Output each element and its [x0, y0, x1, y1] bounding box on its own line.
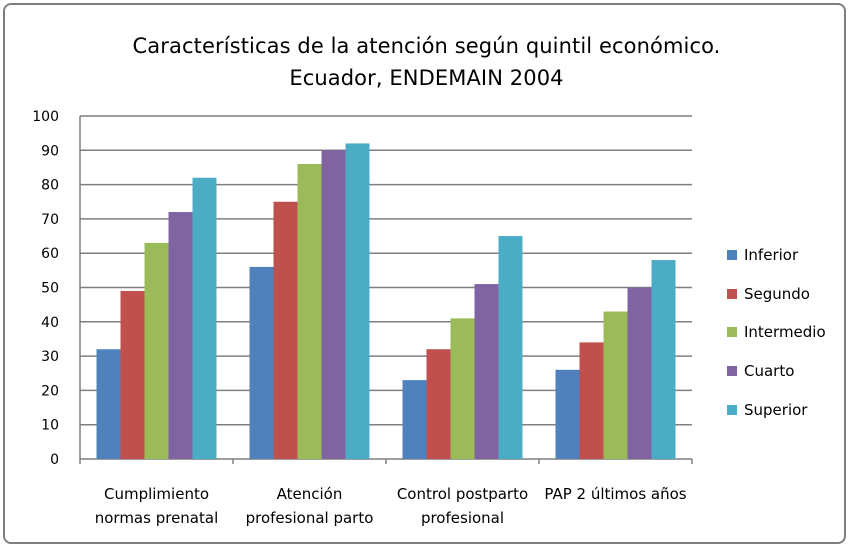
- y-tick-label: 80: [41, 178, 59, 194]
- legend-label-inferior: Inferior: [744, 246, 799, 265]
- bar-segundo: [426, 349, 451, 459]
- legend-label-intermedio: Intermedio: [744, 323, 826, 342]
- legend-swatch-cuarto: [727, 366, 737, 377]
- legend-label-superior: Superior: [744, 400, 808, 419]
- bar-segundo: [120, 290, 145, 459]
- y-tick-label: 0: [50, 452, 59, 468]
- chart-title-line-1: Características de la atención según qui…: [132, 34, 721, 58]
- bar-inferior: [555, 369, 580, 459]
- bar-inferior: [96, 349, 121, 459]
- category-label: profesional parto: [246, 509, 374, 527]
- bar-cuarto: [321, 150, 346, 460]
- legend-swatch-segundo: [727, 288, 737, 299]
- legend-swatch-superior: [727, 404, 737, 415]
- legend-label-cuarto: Cuarto: [744, 362, 795, 381]
- y-tick-label: 60: [41, 246, 59, 262]
- y-tick-label: 30: [41, 349, 59, 365]
- category-label: Cumplimiento: [104, 485, 209, 503]
- bar-segundo: [579, 342, 604, 459]
- bar-cuarto: [474, 284, 499, 459]
- bar-inferior: [402, 380, 427, 459]
- bar-inferior: [249, 266, 274, 459]
- category-label: Control postparto: [397, 485, 528, 503]
- bar-cuarto: [168, 212, 193, 459]
- legend-item-segundo: Segundo: [727, 275, 847, 314]
- bar-cuarto: [627, 287, 652, 459]
- bar-superior: [651, 260, 676, 459]
- bar-intermedio: [450, 318, 475, 459]
- legend-label-segundo: Segundo: [744, 284, 810, 303]
- y-tick-label: 40: [41, 315, 59, 331]
- category-label: normas prenatal: [95, 509, 219, 527]
- legend-item-superior: Superior: [727, 390, 847, 429]
- bar-superior: [345, 143, 370, 459]
- y-tick-label: 10: [41, 418, 59, 434]
- bar-segundo: [273, 201, 298, 459]
- bar-intermedio: [144, 242, 169, 459]
- chart-title: Características de la atención según qui…: [0, 30, 853, 94]
- y-tick-label: 70: [41, 212, 59, 228]
- bar-superior: [498, 236, 523, 459]
- category-label: PAP 2 últimos años: [544, 485, 686, 503]
- bar-intermedio: [603, 311, 628, 459]
- legend-swatch-inferior: [727, 250, 737, 261]
- chart-legend: Inferior Segundo Intermedio Cuarto Super…: [727, 236, 847, 429]
- bar-intermedio: [297, 164, 322, 459]
- legend-item-cuarto: Cuarto: [727, 352, 847, 391]
- y-tick-label: 20: [41, 383, 59, 399]
- legend-item-intermedio: Intermedio: [727, 313, 847, 352]
- y-tick-label: 90: [41, 143, 59, 159]
- legend-swatch-intermedio: [727, 327, 737, 338]
- bar-superior: [192, 177, 217, 460]
- y-tick-label: 50: [41, 281, 59, 297]
- legend-item-inferior: Inferior: [727, 236, 847, 275]
- category-label: profesional: [421, 509, 504, 527]
- y-tick-label: 100: [32, 109, 59, 125]
- chart-title-line-2: Ecuador, ENDEMAIN 2004: [289, 66, 564, 90]
- category-label: Atención: [277, 485, 343, 503]
